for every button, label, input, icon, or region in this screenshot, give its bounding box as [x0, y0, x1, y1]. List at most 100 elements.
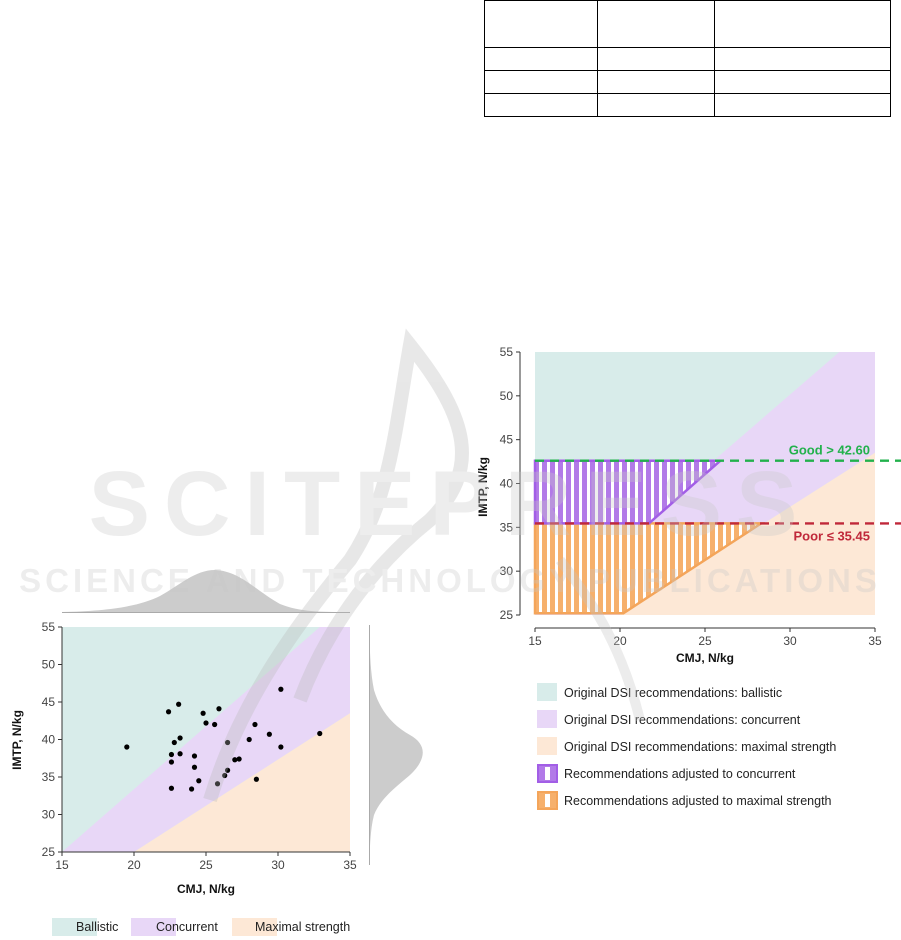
scatter-point: [196, 778, 202, 784]
y-tick-label: 50: [42, 658, 56, 672]
watermark-title: SCITEPRESS: [89, 453, 812, 555]
left-ticks: 15 20 25 30 35 25 30 35 40 45 50 55: [42, 620, 357, 872]
region-maximal-strength: [134, 713, 350, 852]
left-x-axis-label: CMJ, N/kg: [177, 882, 235, 896]
left-chart: 15 20 25 30 35 25 30 35 40 45 50 55 CMJ, N/kg IMTP,…: [10, 570, 423, 936]
right-regions: [533, 352, 875, 615]
table-cell: [714, 0, 891, 48]
scatter-point: [232, 757, 238, 763]
left-points: [124, 686, 323, 792]
top-marginal-density: [62, 570, 350, 612]
x-tick-label: 15: [528, 634, 542, 648]
watermark-swoosh-2: [555, 557, 645, 722]
y-tick-label: 25: [500, 608, 514, 622]
scatter-point: [214, 781, 221, 787]
scatter-point: [191, 753, 198, 759]
scatter-point: [216, 706, 222, 712]
scatter-point: [266, 731, 272, 737]
y-tick-label: 55: [500, 345, 514, 359]
y-tick-label: 30: [500, 564, 514, 578]
legend-swatch-original-concurrent: [537, 710, 557, 728]
legend-label-original-concurrent: Original DSI recommendations: concurrent: [564, 713, 801, 727]
y-tick-label: 50: [500, 389, 514, 403]
legend-label-original-ballistic: Original DSI recommendations: ballistic: [564, 686, 782, 700]
x-tick-label: 35: [343, 858, 357, 872]
left-regions: [62, 627, 350, 852]
y-tick-label: 40: [500, 477, 514, 491]
scatter-point: [165, 709, 172, 715]
x-tick-label: 20: [127, 858, 141, 872]
threshold-poor-label: Poor ≤ 35.45: [793, 528, 870, 543]
y-tick-label: 35: [42, 770, 56, 784]
table-cell: [714, 70, 891, 94]
scatter-point: [171, 739, 177, 746]
legend-swatch-original-ballistic: [537, 683, 557, 701]
x-tick-label: 20: [613, 634, 627, 648]
table-cell: [484, 93, 598, 117]
x-tick-label: 25: [199, 858, 213, 872]
scatter-point: [278, 686, 284, 692]
right-thresholds: Good > 42.60 Poor ≤ 35.45: [535, 443, 901, 543]
region-concurrent: [62, 627, 350, 852]
legend-swatch-adjusted-concurrent-stripe: [545, 767, 550, 780]
legend-swatch-concurrent: [131, 918, 176, 936]
legend-label-adjusted-maximal-strength: Recommendations adjusted to maximal stre…: [564, 794, 832, 808]
scatter-point: [222, 772, 228, 779]
scatter-point: [246, 736, 252, 743]
legend-label-maximal-strength: Maximal strength: [255, 920, 350, 934]
threshold-good-label: Good > 42.60: [789, 443, 870, 458]
scatter-point: [203, 720, 209, 726]
right-y-axis-label: IMTP, N/kg: [476, 457, 490, 517]
left-y-axis-label: IMTP, N/kg: [10, 710, 24, 770]
x-tick-label: 30: [271, 858, 285, 872]
scatter-point: [252, 721, 258, 728]
scatter-point: [278, 744, 284, 750]
scatter-point: [168, 759, 175, 765]
table-cell: [714, 93, 891, 117]
table-cell: [714, 47, 891, 71]
legend-label-original-maximal-strength: Original DSI recommendations: maximal st…: [564, 740, 836, 754]
scatter-point: [236, 756, 242, 762]
left-legend: Ballistic Concurrent Maximal strength: [52, 918, 350, 936]
y-tick-label: 40: [42, 733, 56, 747]
x-tick-label: 25: [698, 634, 712, 648]
right-ticks: 15 20 25 30 35 25 30 35 40 45 50 55: [500, 345, 882, 648]
scatter-point: [317, 730, 323, 737]
scatter-point: [212, 721, 218, 728]
watermark-subtitle: SCIENCE AND TECHNOLOGY PUBLICATIONS: [19, 562, 881, 599]
legend-swatch-original-maximal-strength: [537, 737, 557, 755]
right-chart: 15 20 25 30 35 25 30 35 40 45 50 55 Good > 42.60 Poo…: [476, 345, 901, 810]
scatter-point: [168, 751, 175, 758]
legend-label-ballistic: Ballistic: [76, 920, 118, 934]
scatter-point: [225, 767, 231, 773]
scatter-point: [189, 786, 195, 792]
y-tick-label: 55: [42, 620, 56, 634]
right-marginal-density: [369, 625, 423, 865]
scatter-point: [176, 701, 182, 707]
watermark: SCITEPRESS SCIENCE AND TECHNOLOGY PUBLIC…: [19, 328, 881, 803]
y-tick-label: 35: [500, 520, 514, 534]
top-table: [484, 0, 891, 117]
legend-swatch-maximal-strength: [232, 918, 277, 936]
x-tick-label: 30: [783, 634, 797, 648]
legend-swatch-ballistic: [52, 918, 97, 936]
x-tick-label: 15: [55, 858, 69, 872]
y-tick-label: 45: [42, 695, 56, 709]
right-x-axis-label: CMJ, N/kg: [676, 651, 734, 665]
y-tick-label: 25: [42, 845, 56, 859]
watermark-swoosh: [203, 328, 469, 803]
legend-swatch-adjusted-maximal-strength-stripe: [545, 794, 550, 807]
scatter-point: [253, 776, 259, 782]
scatter-point: [225, 739, 231, 746]
scatter-point: [124, 744, 130, 750]
scatter-point: [191, 764, 198, 770]
scatter-point: [168, 785, 175, 791]
right-legend: Original DSI recommendations: ballistic …: [537, 683, 836, 810]
scatter-point: [200, 710, 206, 716]
legend-label-adjusted-concurrent: Recommendations adjusted to concurrent: [564, 767, 796, 781]
x-tick-label: 35: [868, 634, 882, 648]
y-tick-label: 30: [42, 808, 56, 822]
legend-label-concurrent: Concurrent: [156, 920, 218, 934]
scatter-point: [177, 735, 183, 741]
